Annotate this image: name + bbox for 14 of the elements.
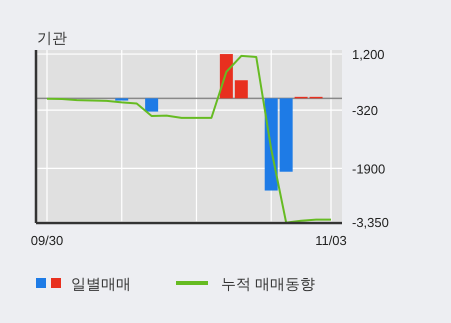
bar <box>115 98 128 101</box>
x-tick-label: 09/30 <box>30 233 64 248</box>
legend-label: 누적 매매동향 <box>221 276 316 293</box>
bar <box>145 98 158 112</box>
chart-title: 기관 <box>37 30 67 47</box>
bar <box>234 80 248 98</box>
y-tick-label: -3,350 <box>352 214 389 230</box>
line-series <box>46 54 332 224</box>
x-tick-label: 11/03 <box>315 233 347 248</box>
y-tick-label: -1900 <box>352 161 386 176</box>
bar <box>280 98 293 172</box>
y-tick-label: 1,200 <box>352 47 385 62</box>
y-tick-label: -320 <box>352 103 378 118</box>
legend-label: 일별매매 <box>71 276 131 293</box>
